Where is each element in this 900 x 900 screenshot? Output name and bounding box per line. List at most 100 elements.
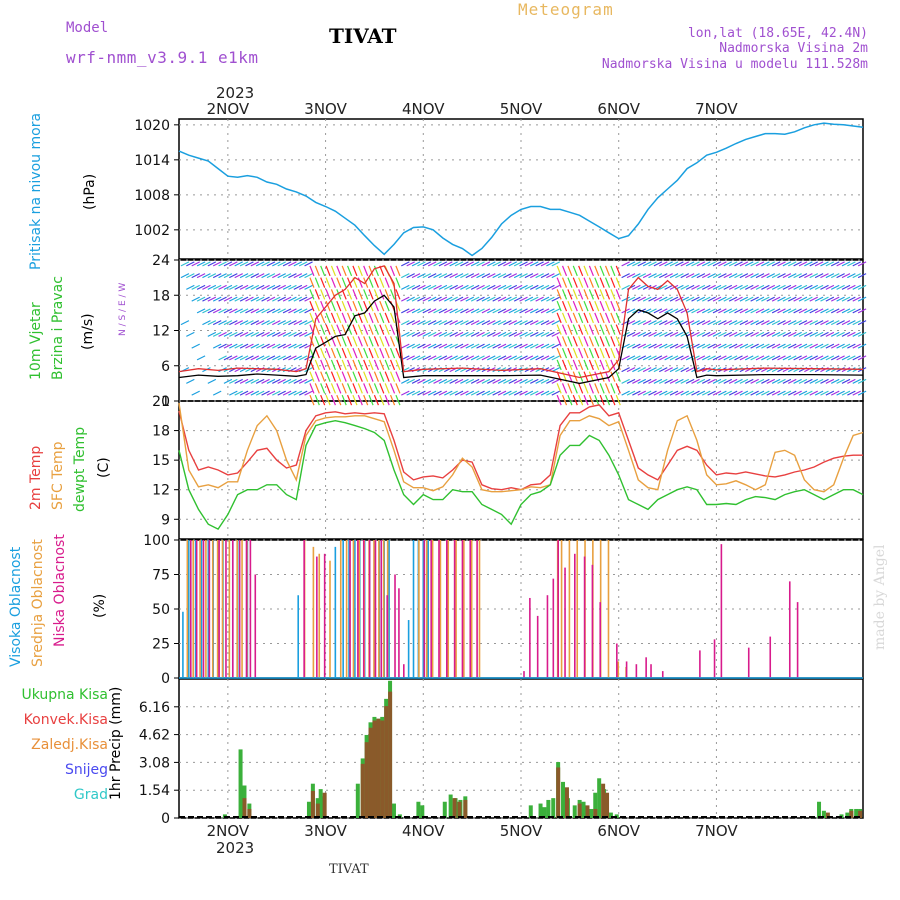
wind-barb	[449, 296, 458, 302]
wind-barb	[728, 320, 738, 326]
wind-barb	[330, 394, 336, 406]
wind-barb	[357, 289, 363, 300]
wind-barb	[470, 355, 480, 361]
wind-barb	[809, 390, 819, 396]
wind-barb	[207, 320, 217, 326]
wind-barb	[513, 308, 523, 314]
wind-barb	[497, 331, 507, 337]
wind-barb	[427, 331, 437, 337]
wind-barb	[245, 320, 254, 326]
wind-barb	[707, 261, 716, 267]
wind-barb	[836, 355, 845, 361]
wind-barb	[298, 308, 308, 314]
wind-barb	[229, 343, 238, 349]
wind-barb	[384, 347, 390, 359]
wind-barb	[245, 261, 254, 267]
wind-barb	[734, 320, 743, 326]
wind-barb	[744, 378, 754, 384]
wind-barb	[664, 343, 673, 349]
wind-barb	[272, 331, 281, 337]
wind-barb	[750, 343, 759, 349]
wind-barb	[599, 289, 605, 300]
wind-barb	[422, 273, 432, 279]
wind-barb	[438, 296, 448, 302]
wind-barb	[540, 273, 550, 279]
wind-barb	[234, 343, 243, 349]
wind-barb	[572, 289, 578, 300]
wind-barb	[476, 308, 485, 314]
wind-barb	[325, 347, 331, 359]
wind-barb	[487, 273, 496, 279]
wind-barb	[578, 347, 584, 359]
wind-barb	[239, 390, 249, 396]
wind-barb	[320, 277, 326, 288]
wind-barb	[793, 378, 802, 384]
wind-barb	[604, 324, 611, 335]
precip-bar	[556, 767, 561, 818]
wind-barb	[255, 296, 265, 302]
wind-barb	[642, 320, 652, 326]
wind-barb	[610, 289, 616, 300]
wind-barb	[449, 261, 458, 267]
wind-barb	[417, 273, 426, 279]
wind-barb	[739, 390, 749, 396]
wind-barb	[771, 284, 781, 290]
wind-barb	[540, 284, 550, 290]
wind-barb	[669, 390, 679, 396]
wind-barb	[212, 308, 222, 314]
wind-barb	[487, 355, 496, 361]
wind-barb	[298, 343, 308, 349]
wind-barb	[314, 383, 320, 394]
wind-barb	[341, 383, 347, 394]
cloud-ytick-label: 50	[152, 602, 170, 618]
wind-barb	[669, 261, 679, 267]
wind-barb	[352, 265, 358, 277]
wind-barb	[561, 300, 568, 312]
wind-barb	[637, 390, 647, 396]
wind-barb	[551, 355, 561, 361]
wind-barb	[787, 390, 797, 396]
wind-barb	[438, 320, 448, 326]
wind-barb	[857, 296, 867, 302]
wind-barb	[245, 284, 254, 290]
wind-barb	[368, 289, 374, 300]
wind-barb	[793, 273, 802, 279]
wind-barb	[373, 336, 379, 347]
wind-barb	[561, 289, 568, 300]
wind-barb	[255, 320, 265, 326]
wind-barb	[734, 378, 743, 384]
wind-barb	[696, 390, 706, 396]
wind-barb	[347, 394, 353, 406]
wind-barb	[546, 390, 555, 396]
wind-barb	[347, 265, 353, 277]
wind-barb	[653, 343, 663, 349]
wind-barb	[578, 300, 584, 312]
wind-barb	[524, 343, 534, 349]
wind-barb	[282, 296, 292, 302]
precip-bar	[318, 789, 323, 818]
wind-barb	[530, 273, 539, 279]
wind-barb	[707, 273, 716, 279]
wind-barb	[820, 296, 829, 302]
wind-barb	[675, 331, 684, 337]
wind-barb	[330, 359, 336, 371]
wind-barb	[368, 265, 374, 277]
wind-barb	[266, 261, 276, 267]
wind-barb	[373, 324, 379, 335]
wind-barb	[626, 273, 636, 279]
wind-barb	[820, 273, 829, 279]
precip-bar	[597, 778, 602, 818]
wind-barb	[814, 331, 824, 337]
wind-barb	[293, 390, 303, 396]
wind-barb	[744, 284, 754, 290]
wind-barb	[777, 331, 786, 337]
wind-barb	[782, 331, 792, 337]
wind-barb	[680, 355, 690, 361]
wind-barb	[191, 273, 200, 279]
wind-barb	[675, 308, 684, 314]
wind-barb	[723, 378, 733, 384]
wind-barb	[223, 284, 233, 290]
wind-barb	[530, 390, 539, 396]
wind-barb	[771, 273, 781, 279]
wind-barb	[282, 367, 292, 373]
